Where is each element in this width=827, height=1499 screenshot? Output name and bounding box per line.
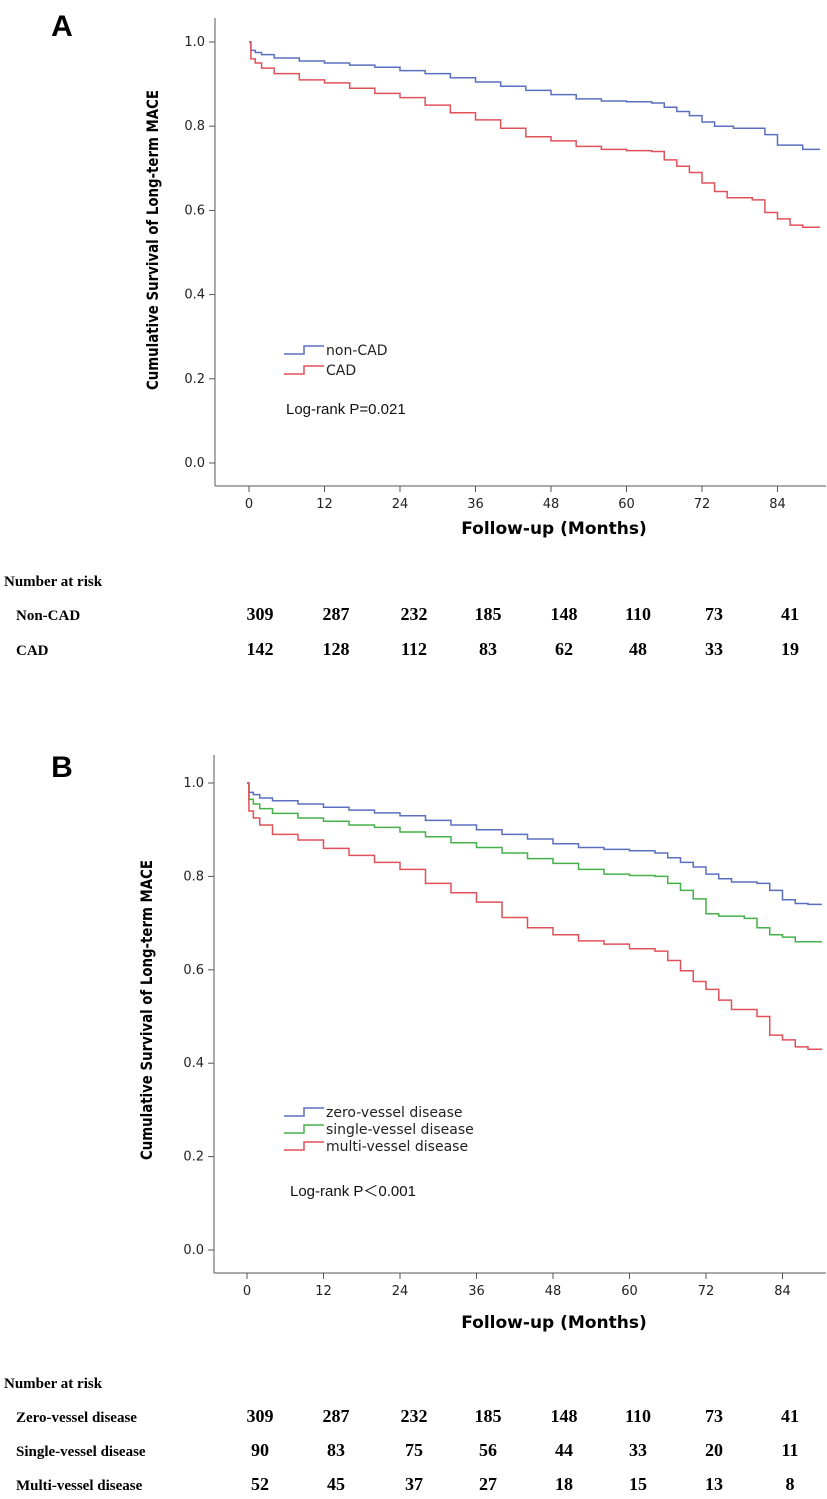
risk-cell: 48 (629, 639, 647, 659)
risk-cell: 62 (555, 639, 573, 659)
y-tick-label: 0.2 (183, 1150, 204, 1165)
risk-cell: 83 (327, 1440, 345, 1460)
risk-cell: 83 (479, 639, 497, 659)
risk-cell: 232 (401, 604, 428, 624)
risk-table-title: Number at risk (4, 574, 103, 590)
risk-cell: 148 (551, 1406, 578, 1426)
risk-cell: 75 (405, 1440, 423, 1460)
x-tick-label: 84 (774, 1284, 791, 1299)
series-line-single-vessel-disease (247, 782, 822, 943)
risk-cell: 13 (705, 1474, 723, 1494)
risk-cell: 45 (327, 1474, 345, 1494)
risk-cell: 19 (781, 639, 799, 659)
legend-swatch (284, 1107, 324, 1117)
y-tick-label: 0.4 (183, 1056, 204, 1071)
y-tick-label: 0.0 (183, 1243, 204, 1258)
x-tick-label: 60 (621, 1284, 638, 1299)
y-axis-title: Cumulative Survival of Long-term MACE (137, 860, 156, 1160)
y-axis-title: Cumulative Survival of Long-term MACE (143, 90, 162, 390)
risk-cell: 142 (247, 639, 274, 659)
x-tick-label: 24 (392, 1284, 409, 1299)
y-tick-label: 0.6 (184, 203, 205, 218)
x-axis-title: Follow-up (Months) (461, 1313, 646, 1333)
risk-row-label: Single-vessel disease (16, 1444, 146, 1460)
x-tick-label: 36 (468, 1284, 485, 1299)
risk-cell: 148 (551, 604, 578, 624)
risk-cell: 41 (781, 604, 799, 624)
x-tick-label: 84 (769, 497, 786, 512)
series-line-zero-vessel-disease (247, 782, 822, 906)
x-tick-label: 72 (694, 497, 711, 512)
risk-cell: 112 (401, 639, 427, 659)
risk-row-label: Multi-vessel disease (16, 1478, 143, 1494)
risk-cell: 185 (475, 1406, 502, 1426)
risk-cell: 90 (251, 1440, 269, 1460)
panel-label: A (51, 10, 73, 43)
x-tick-label: 12 (315, 1284, 332, 1299)
risk-cell: 110 (625, 1406, 651, 1426)
risk-row-label: CAD (16, 643, 49, 659)
legend-swatch (284, 365, 324, 375)
risk-row-label: Non-CAD (16, 608, 80, 624)
legend-swatch (284, 1124, 324, 1134)
x-tick-label: 0 (243, 1284, 251, 1299)
legend-label: non-CAD (326, 343, 388, 359)
risk-cell: 15 (629, 1474, 647, 1494)
x-tick-label: 0 (245, 497, 253, 512)
risk-cell: 232 (401, 1406, 428, 1426)
risk-cell: 287 (323, 604, 350, 624)
legend-label: zero-vessel disease (326, 1105, 463, 1121)
risk-row-label: Zero-vessel disease (16, 1410, 137, 1426)
risk-cell: 185 (475, 604, 502, 624)
risk-cell: 20 (705, 1440, 723, 1460)
x-axis-title: Follow-up (Months) (461, 519, 646, 539)
risk-cell: 73 (705, 1406, 723, 1426)
risk-cell: 52 (251, 1474, 269, 1494)
series-line-cad (249, 41, 820, 228)
risk-cell: 8 (786, 1474, 795, 1494)
panel-label: B (51, 751, 73, 784)
x-tick-label: 72 (698, 1284, 715, 1299)
risk-cell: 309 (247, 604, 274, 624)
y-tick-label: 0.4 (184, 288, 205, 303)
legend-swatch (284, 1141, 324, 1151)
series-line-non-cad (249, 41, 820, 151)
risk-cell: 309 (247, 1406, 274, 1426)
x-tick-label: 36 (467, 497, 484, 512)
y-tick-label: 1.0 (184, 35, 205, 50)
risk-cell: 27 (479, 1474, 497, 1494)
risk-cell: 44 (555, 1440, 573, 1460)
risk-table-title: Number at risk (4, 1376, 103, 1392)
y-tick-label: 0.8 (184, 119, 205, 134)
risk-cell: 287 (323, 1406, 350, 1426)
y-tick-label: 0.6 (183, 963, 204, 978)
legend-swatch (284, 345, 324, 355)
y-tick-label: 0.8 (183, 869, 204, 884)
y-tick-label: 1.0 (183, 776, 204, 791)
x-tick-label: 24 (392, 497, 409, 512)
series-line-multi-vessel-disease (247, 782, 822, 1050)
risk-cell: 56 (479, 1440, 497, 1460)
log-rank-annotation: Log-rank P=0.021 (286, 401, 406, 418)
log-rank-annotation: Log-rank P＜0.001 (290, 1183, 416, 1200)
legend-label: single-vessel disease (326, 1122, 474, 1138)
legend-label: multi-vessel disease (326, 1139, 468, 1155)
y-tick-label: 0.2 (184, 372, 205, 387)
legend-label: CAD (326, 363, 356, 379)
x-tick-label: 48 (545, 1284, 562, 1299)
risk-cell: 128 (323, 639, 350, 659)
risk-cell: 11 (781, 1440, 798, 1460)
risk-cell: 33 (629, 1440, 647, 1460)
x-tick-label: 60 (618, 497, 635, 512)
risk-cell: 33 (705, 639, 723, 659)
risk-cell: 37 (405, 1474, 423, 1494)
risk-cell: 18 (555, 1474, 573, 1494)
x-tick-label: 12 (316, 497, 333, 512)
y-tick-label: 0.0 (184, 456, 205, 471)
risk-cell: 110 (625, 604, 651, 624)
risk-cell: 41 (781, 1406, 799, 1426)
x-tick-label: 48 (543, 497, 560, 512)
risk-cell: 73 (705, 604, 723, 624)
